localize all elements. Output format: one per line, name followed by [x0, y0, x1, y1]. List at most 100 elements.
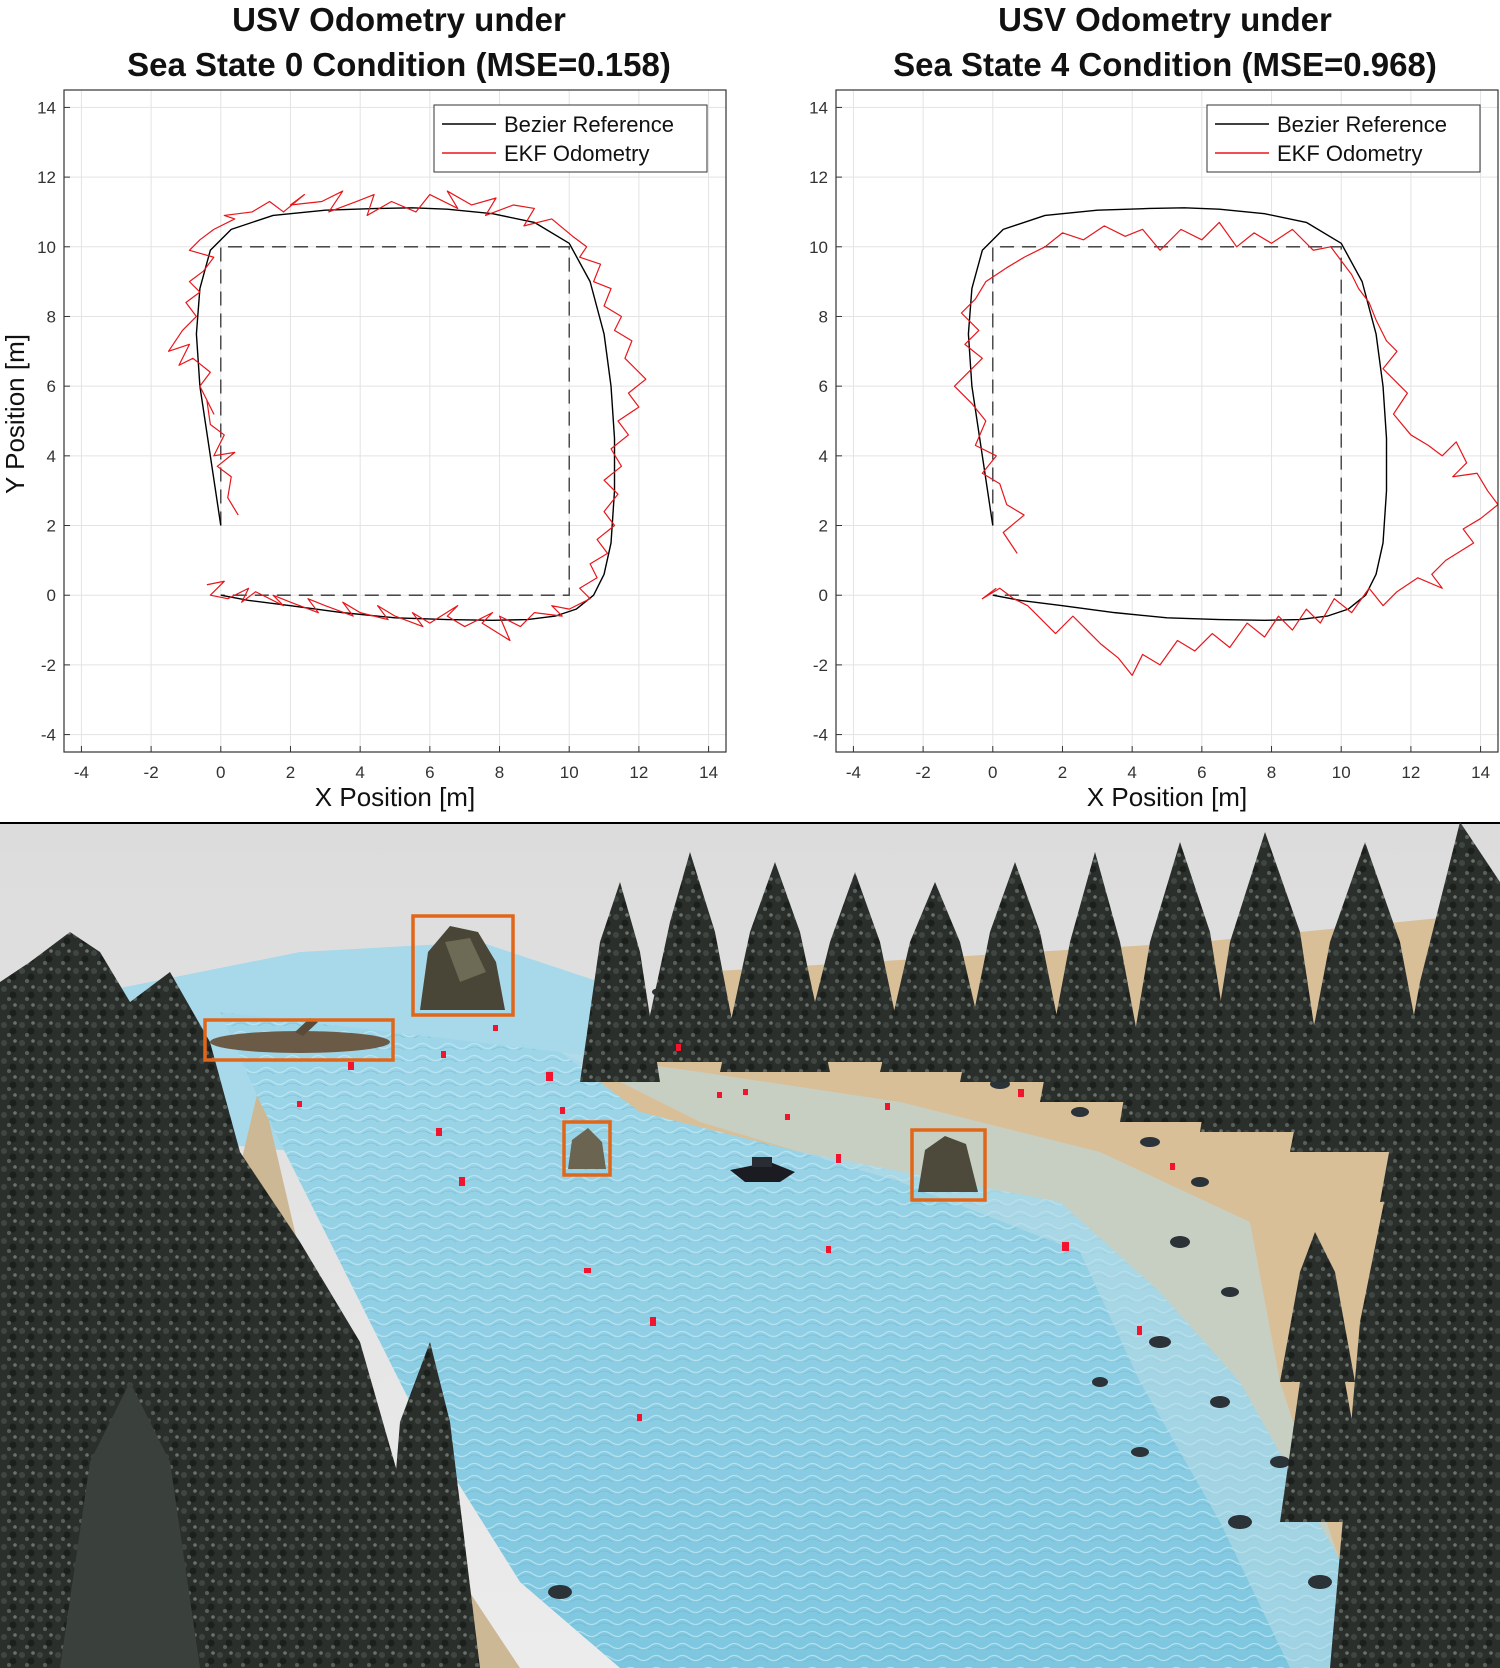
detection-box-rock-large	[411, 914, 515, 1017]
tree	[640, 852, 740, 1062]
y-tick-label: 8	[47, 307, 56, 326]
tree	[1040, 852, 1150, 1102]
legend-label-ekf: EKF Odometry	[504, 141, 649, 166]
waypoint-marker	[1170, 1163, 1175, 1170]
y-tick-label: 6	[819, 377, 828, 396]
log	[210, 1031, 390, 1053]
waypoint-marker	[836, 1154, 841, 1163]
y-tick-label: 6	[47, 377, 56, 396]
simulation-scene	[0, 822, 1500, 1668]
waypoint-marker	[436, 1128, 442, 1136]
tree	[1280, 1232, 1355, 1382]
x-tick-label: 4	[1127, 763, 1136, 782]
waypoint-marker	[1062, 1242, 1069, 1251]
waypoint-marker	[441, 1051, 446, 1058]
tree	[1290, 842, 1440, 1152]
shallow-water	[560, 1052, 1400, 1668]
y-tick-label: 14	[809, 98, 828, 117]
trees-left-edge	[0, 932, 480, 1668]
waypoint-marker	[546, 1072, 553, 1081]
x-tick-label: 0	[216, 763, 225, 782]
tree	[1120, 842, 1240, 1122]
obstacle-log	[203, 1018, 395, 1062]
detection-box-rock-small	[562, 1120, 612, 1177]
plot-frame	[63, 89, 727, 753]
legend-label-bezier: Bezier Reference	[504, 112, 674, 137]
x-axis-label: X Position [m]	[315, 782, 475, 812]
y-axis-label: Y Position [m]	[0, 334, 30, 494]
waypoint-markers	[297, 1025, 1175, 1421]
rock	[918, 1136, 978, 1192]
rock	[568, 1128, 606, 1169]
y-tick-label: 2	[47, 517, 56, 536]
plot-sea-state-0: USV Odometry under Sea State 0 Condition…	[0, 1, 727, 812]
x-tick-label: 6	[1197, 763, 1206, 782]
y-tick-label: 2	[819, 517, 828, 536]
waypoint-marker	[826, 1246, 831, 1253]
tree	[720, 862, 830, 1072]
obstacle-rock-small	[562, 1120, 612, 1177]
waypoint-marker	[717, 1092, 722, 1098]
waypoint-marker	[493, 1025, 498, 1031]
x-tick-label: 10	[560, 763, 579, 782]
tree	[960, 862, 1070, 1082]
y-tick-label: 8	[819, 307, 828, 326]
x-tick-label: 6	[425, 763, 434, 782]
y-tick-label: -2	[813, 656, 828, 675]
series-line-bezier-reference	[967, 207, 1388, 621]
usv-hull	[730, 1162, 795, 1182]
y-tick-label: 14	[37, 98, 56, 117]
y-tick-label: -4	[813, 726, 828, 745]
plot-title: USV Odometry under	[998, 1, 1332, 38]
y-tick-label: -2	[41, 656, 56, 675]
x-tick-label: -2	[144, 763, 159, 782]
log-branch	[295, 1018, 318, 1036]
obstacle-rock-right	[910, 1128, 987, 1202]
waypoint-marker	[743, 1089, 748, 1095]
legend-box	[1206, 104, 1481, 173]
waypoint-marker	[297, 1101, 302, 1107]
x-tick-label: 14	[1471, 763, 1490, 782]
y-tick-label: 10	[809, 238, 828, 257]
plot-area: -4 -2 0 2 4 6 8 10 12 14 -4 -2 0 2 4 6 8 10 12 14	[37, 89, 727, 782]
legend: Bezier Reference EKF Odometry	[433, 104, 708, 173]
trees-right-edge	[1280, 982, 1500, 1668]
waypoint-marker	[560, 1107, 565, 1114]
tree	[580, 882, 660, 1082]
waypoint-marker	[885, 1103, 890, 1110]
x-tick-label: 8	[495, 763, 504, 782]
detection-box-log	[203, 1018, 395, 1062]
charts-panel: USV Odometry under Sea State 0 Condition…	[0, 1, 1499, 812]
waypoint-marker	[785, 1114, 790, 1120]
lake-ripples	[220, 1012, 1400, 1668]
plot-frame	[835, 89, 1499, 753]
x-tick-label: -2	[916, 763, 931, 782]
x-tick-label: 2	[1058, 763, 1067, 782]
x-tick-label: 12	[1401, 763, 1420, 782]
series-line-bezier-reference	[195, 207, 616, 621]
waypoint-marker	[637, 1414, 642, 1421]
plot-sea-state-4: USV Odometry under Sea State 4 Condition…	[809, 1, 1499, 812]
x-tick-label: 4	[355, 763, 364, 782]
series-line-ekf-odometry	[953, 221, 1499, 676]
x-tick-label: 0	[988, 763, 997, 782]
waypoint-marker	[348, 1062, 354, 1070]
x-tick-label: 8	[1267, 763, 1276, 782]
rock-highlight	[445, 938, 486, 982]
reference-waypoint-path	[992, 246, 1342, 596]
plot-title: USV Odometry under	[232, 1, 566, 38]
legend: Bezier Reference EKF Odometry	[1206, 104, 1481, 173]
x-tick-label: 10	[1332, 763, 1351, 782]
plot-area: -4 -2 0 2 4 6 8 10 12 14 -4 -2 0 2 4 6 8 10 12 14	[809, 89, 1499, 782]
y-tick-label: 4	[47, 447, 56, 466]
x-axis-label: X Position [m]	[1087, 782, 1247, 812]
waypoint-marker	[650, 1317, 656, 1326]
tree	[1200, 832, 1330, 1132]
x-tick-label: 14	[699, 763, 718, 782]
waypoint-marker	[459, 1177, 465, 1186]
x-tick-label: -4	[846, 763, 861, 782]
series-line-ekf-odometry	[167, 190, 647, 642]
tree	[380, 1342, 480, 1668]
legend-label-bezier: Bezier Reference	[1277, 112, 1447, 137]
tree	[60, 1382, 200, 1668]
